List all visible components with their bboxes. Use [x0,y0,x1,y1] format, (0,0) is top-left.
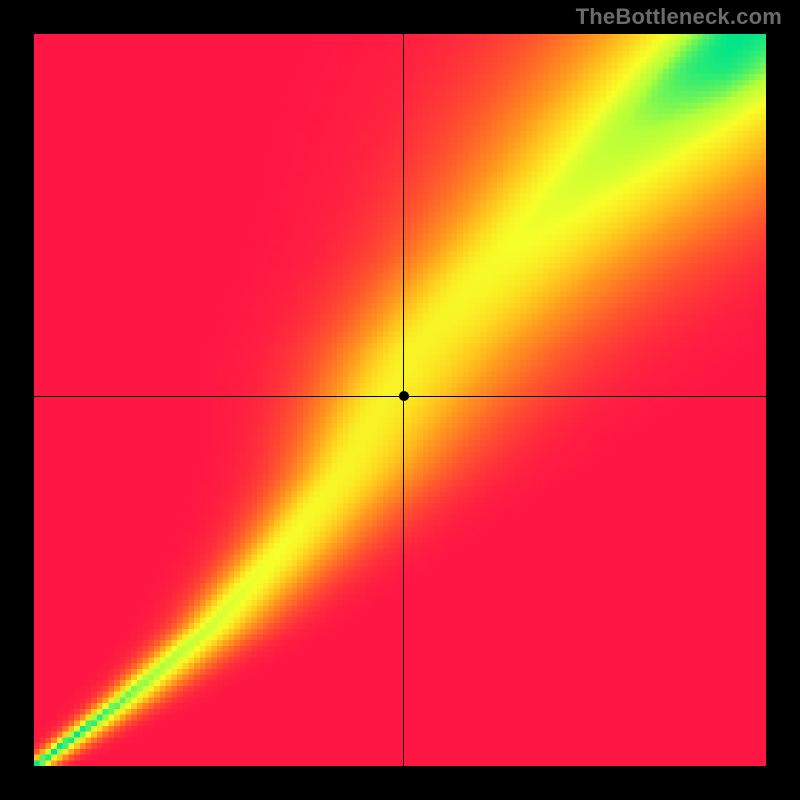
crosshair-marker [399,391,409,401]
watermark-text: TheBottleneck.com [576,4,782,30]
plot-area [34,34,766,766]
